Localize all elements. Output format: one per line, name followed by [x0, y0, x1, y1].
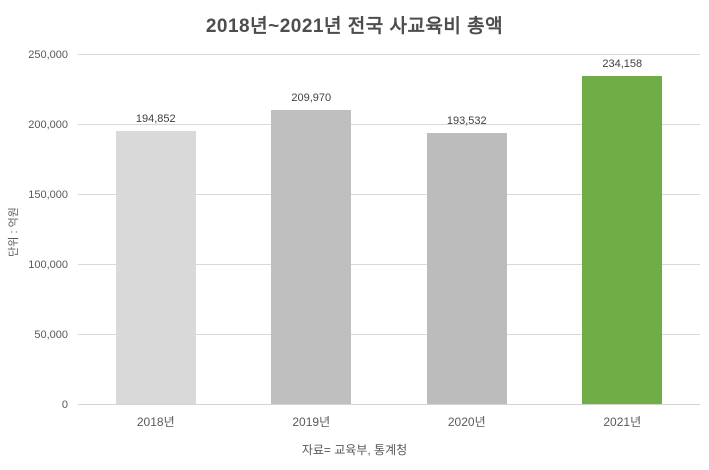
chart-title: 2018년~2021년 전국 사교육비 총액: [205, 16, 504, 37]
gridline: [78, 124, 700, 125]
y-axis-tick-label: 50,000: [34, 329, 68, 341]
gridline: [78, 334, 700, 335]
bar-2018년: [115, 131, 196, 404]
y-axis-tick-label: 0: [61, 399, 68, 411]
source-note: 자료= 교육부, 통계청: [301, 443, 408, 457]
y-axis-tick-label: 100,000: [28, 259, 68, 271]
y-axis-tick-label: 250,000: [28, 49, 68, 61]
x-axis-category-label: 2020년: [447, 415, 486, 429]
bar-value-label: 234,158: [602, 58, 643, 71]
bar-2020년: [426, 133, 507, 404]
plot-area: 194,852 2018년 209,970 2019년 193,532 2020년 234,…: [78, 54, 700, 429]
bar-2021년: [582, 76, 663, 404]
bar-2019년: [271, 110, 352, 404]
x-axis-line: [78, 404, 700, 405]
bar-value-label: 193,532: [446, 115, 487, 128]
gridline: [78, 264, 700, 265]
x-axis-category-label: 2018년: [136, 415, 175, 429]
y-axis-tick-label: 150,000: [28, 189, 68, 201]
x-axis-category-label: 2019년: [292, 415, 331, 429]
y-axis-tick-labels: 0 50,000 100,000 150,000 200,000 250,000: [0, 49, 68, 411]
bar-value-label: 194,852: [135, 113, 176, 126]
x-axis-category-label: 2021년: [603, 415, 642, 429]
bar-value-label: 209,970: [291, 92, 332, 105]
gridline: [78, 54, 700, 55]
y-axis-tick-label: 200,000: [28, 119, 68, 131]
gridline: [78, 194, 700, 195]
